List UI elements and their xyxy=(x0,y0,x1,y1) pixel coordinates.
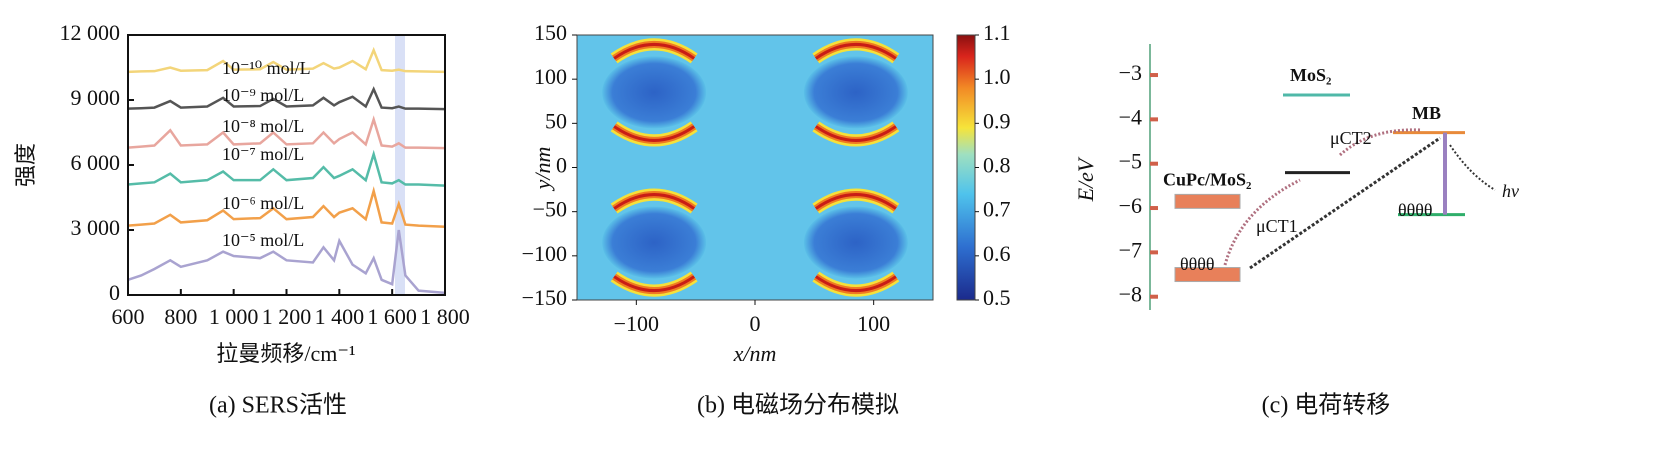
hotspot-part xyxy=(815,275,897,293)
y-axis-label: E/eV xyxy=(1073,156,1098,202)
spectrum-line xyxy=(127,186,446,228)
colorbar xyxy=(956,34,976,301)
caption: (b) 电磁场分布模拟 xyxy=(697,392,899,419)
x-tick-label: 100 xyxy=(857,311,890,336)
level-label: CuPc/MoS₂ xyxy=(1163,170,1251,190)
series-label: 10⁻⁷ mol/L xyxy=(222,144,304,164)
x-tick-label: 1 000 xyxy=(209,304,259,329)
series-label: 10⁻⁵ mol/L xyxy=(222,230,304,250)
series-label: 10⁻¹⁰ mol/L xyxy=(222,58,311,78)
annotation: hν xyxy=(1502,181,1519,201)
hotspot-part xyxy=(815,193,897,210)
x-tick-label: 1 600 xyxy=(367,304,417,329)
hotspot-part xyxy=(815,42,897,60)
annotation: μCT1 xyxy=(1256,216,1298,236)
series-label: 10⁻⁶ mol/L xyxy=(222,193,304,213)
y-tick-label: 100 xyxy=(534,64,567,89)
y-tick-label: 6 000 xyxy=(71,150,121,175)
y-tick-label: −4 xyxy=(1119,104,1142,129)
annotation: θθθθ xyxy=(1180,254,1215,274)
hotspot xyxy=(803,38,908,147)
energy-band xyxy=(1174,267,1241,283)
y-tick-label: −3 xyxy=(1119,60,1142,85)
spectrum-line xyxy=(127,46,446,74)
y-axis-label: 强度 xyxy=(13,143,38,187)
x-tick-label: 1 800 xyxy=(420,304,470,329)
x-axis-label: 拉曼频移/cm⁻¹ xyxy=(216,341,355,366)
caption: (a) SERS活性 xyxy=(209,392,347,419)
highlight-band xyxy=(395,35,405,295)
y-tick-label: 12 000 xyxy=(60,20,121,45)
x-tick-label: 600 xyxy=(112,304,145,329)
spectrum-line xyxy=(127,86,446,111)
colorbar-tick-label: 0.7 xyxy=(983,197,1011,222)
y-tick-label: 3 000 xyxy=(71,215,121,240)
hotspot-part xyxy=(602,56,707,129)
x-tick-label: 800 xyxy=(164,304,197,329)
x-tick-label: 0 xyxy=(750,311,761,336)
x-tick-label: −100 xyxy=(614,311,659,336)
y-axis-label: y/nm xyxy=(530,147,555,192)
y-tick-label: 9 000 xyxy=(71,85,121,110)
caption: (c) 电荷转移 xyxy=(1262,392,1391,419)
y-tick-label: 50 xyxy=(545,108,567,133)
hotspot-part xyxy=(613,125,695,142)
hotspot-part xyxy=(815,125,897,142)
level-label: MB xyxy=(1412,103,1441,123)
x-tick-label: 1 400 xyxy=(315,304,365,329)
hotspot-part xyxy=(613,275,695,293)
y-tick-label: 0 xyxy=(109,280,120,305)
y-tick-label: 150 xyxy=(534,20,567,45)
hotspot xyxy=(602,38,707,147)
hotspot-part xyxy=(613,42,695,60)
series-label: 10⁻⁸ mol/L xyxy=(222,116,304,136)
y-tick-label: −150 xyxy=(522,285,567,310)
colorbar-tick-label: 1.1 xyxy=(983,20,1011,45)
y-tick-label: −7 xyxy=(1119,237,1142,262)
hotspot-part xyxy=(803,56,908,129)
colorbar-tick-label: 0.6 xyxy=(983,241,1011,266)
spectrum-line xyxy=(127,229,446,295)
y-tick-label: −50 xyxy=(533,197,567,222)
annotation: θθθθ xyxy=(1398,200,1433,220)
hotspot-part xyxy=(803,206,908,279)
colorbar-tick-label: 0.8 xyxy=(983,153,1011,178)
y-tick-label: −6 xyxy=(1119,193,1142,218)
x-tick-label: 1 200 xyxy=(262,304,312,329)
colorbar-tick-label: 0.9 xyxy=(983,108,1011,133)
spectrum-line xyxy=(127,115,446,150)
energy-band xyxy=(1174,193,1241,209)
spectrum-line xyxy=(127,149,446,187)
y-tick-label: −100 xyxy=(522,241,567,266)
x-axis-label: x/nm xyxy=(733,341,777,366)
colorbar-tick-label: 1.0 xyxy=(983,64,1011,89)
series-label: 10⁻⁹ mol/L xyxy=(222,85,304,105)
hotspot xyxy=(803,188,908,297)
transfer-arrow xyxy=(1338,128,1421,157)
annotation: μCT2 xyxy=(1330,128,1372,148)
y-tick-label: −8 xyxy=(1119,282,1142,307)
light-arrow xyxy=(1449,144,1496,191)
hotspot-part xyxy=(602,206,707,279)
transfer-arrow xyxy=(1249,136,1441,270)
level-label: MoS₂ xyxy=(1290,65,1331,85)
y-tick-label: −5 xyxy=(1119,149,1142,174)
y-tick-label: 0 xyxy=(556,153,567,178)
colorbar-tick-label: 0.5 xyxy=(983,285,1011,310)
hotspot-part xyxy=(613,193,695,210)
hotspot xyxy=(602,188,707,297)
